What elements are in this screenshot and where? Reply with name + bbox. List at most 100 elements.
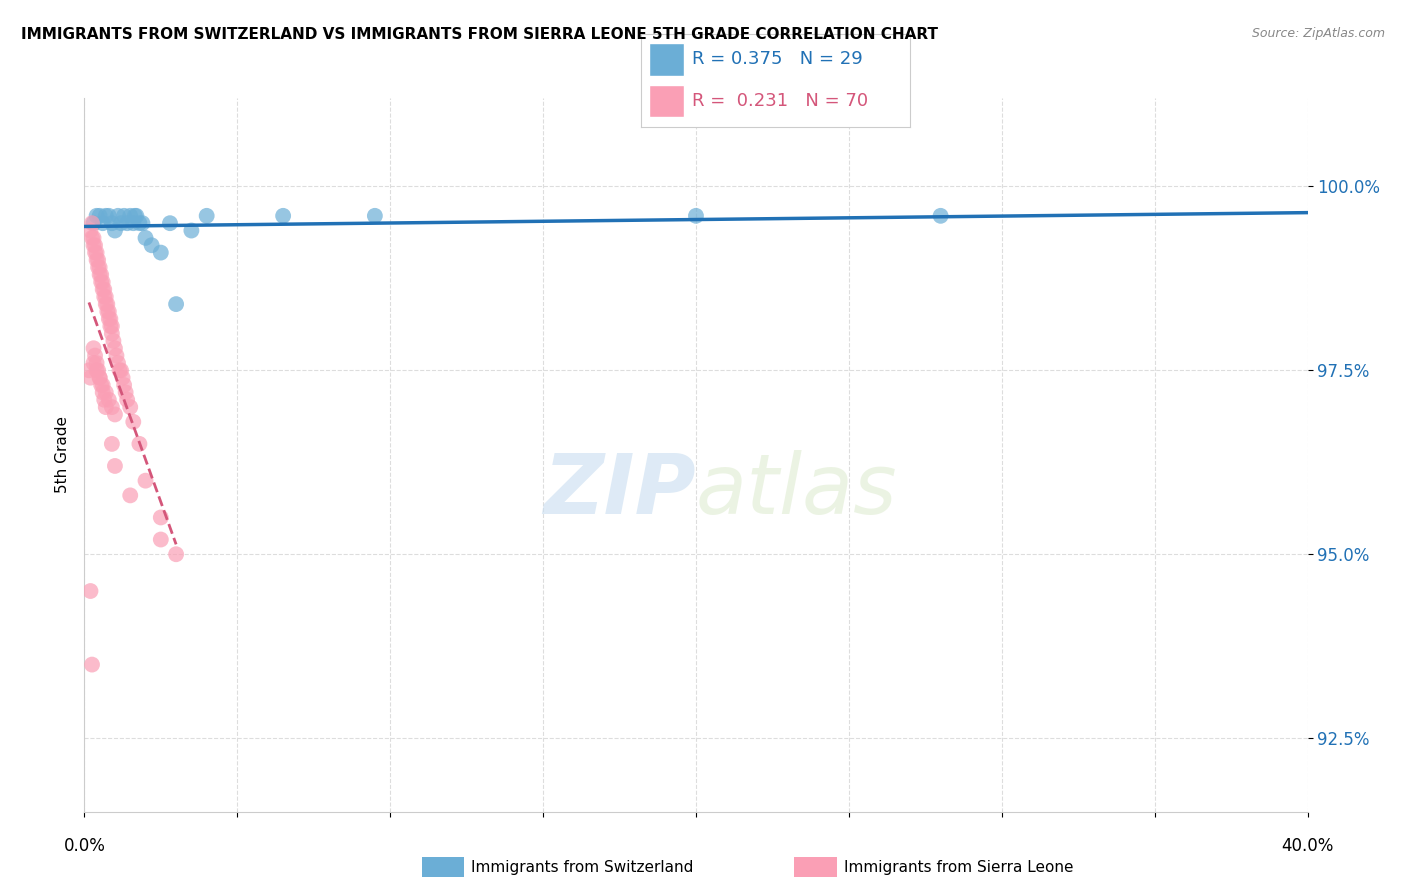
Point <box>93 282 115 296</box>
Point <box>86 252 108 267</box>
Point <box>96 304 118 318</box>
Point <box>89 370 111 384</box>
Point <box>80 657 103 672</box>
Point <box>98 311 121 326</box>
Point <box>165 547 187 561</box>
Point <box>107 209 129 223</box>
Point <box>97 392 120 407</box>
Point <box>105 349 128 363</box>
Point <box>77 363 100 377</box>
Point <box>271 209 294 223</box>
Point <box>104 223 127 237</box>
Point <box>90 268 112 282</box>
Point <box>112 209 135 223</box>
Point <box>89 209 111 223</box>
Point <box>90 378 112 392</box>
Point <box>103 334 125 348</box>
Point <box>124 209 146 223</box>
Point <box>122 415 145 429</box>
Point <box>86 209 108 223</box>
Point <box>93 392 115 407</box>
Text: atlas: atlas <box>696 450 897 531</box>
Point <box>159 216 181 230</box>
Point <box>101 326 124 341</box>
Text: Immigrants from Switzerland: Immigrants from Switzerland <box>471 860 693 874</box>
Point <box>79 223 101 237</box>
Point <box>98 319 121 334</box>
Point <box>89 268 111 282</box>
FancyBboxPatch shape <box>650 85 683 118</box>
Point <box>83 216 105 230</box>
Point <box>91 378 114 392</box>
Point <box>128 437 150 451</box>
Point <box>120 488 142 502</box>
Point <box>107 356 129 370</box>
Point <box>110 216 132 230</box>
Point <box>135 474 157 488</box>
Point <box>87 363 110 377</box>
Point <box>364 209 387 223</box>
Point <box>83 356 105 370</box>
Point <box>94 297 117 311</box>
Y-axis label: 5th Grade: 5th Grade <box>55 417 70 493</box>
Point <box>149 245 172 260</box>
Point <box>87 260 110 275</box>
Text: ZIP: ZIP <box>543 450 696 531</box>
Point <box>111 370 134 384</box>
Point <box>114 385 136 400</box>
Point <box>101 216 124 230</box>
Point <box>104 458 127 473</box>
Point <box>91 282 114 296</box>
Text: IMMIGRANTS FROM SWITZERLAND VS IMMIGRANTS FROM SIERRA LEONE 5TH GRADE CORRELATIO: IMMIGRANTS FROM SWITZERLAND VS IMMIGRANT… <box>21 27 938 42</box>
Point <box>83 238 105 252</box>
Point <box>87 252 110 267</box>
Text: R =  0.231   N = 70: R = 0.231 N = 70 <box>692 92 868 110</box>
Point <box>97 304 120 318</box>
Point <box>79 370 101 384</box>
Point <box>97 209 120 223</box>
Text: 40.0%: 40.0% <box>1281 837 1334 855</box>
Point <box>149 510 172 524</box>
Point <box>79 584 101 599</box>
Point <box>135 231 157 245</box>
Point <box>120 209 142 223</box>
Point <box>83 231 105 245</box>
Point <box>91 385 114 400</box>
Point <box>104 341 127 355</box>
Point <box>108 363 131 377</box>
Point <box>112 378 135 392</box>
Point <box>104 408 127 422</box>
Point <box>84 349 107 363</box>
Text: Immigrants from Sierra Leone: Immigrants from Sierra Leone <box>844 860 1073 874</box>
Point <box>94 290 117 304</box>
Point <box>120 400 142 414</box>
Point <box>685 209 707 223</box>
Point <box>84 238 107 252</box>
Point <box>122 216 145 230</box>
Point <box>115 392 138 407</box>
Point <box>165 297 187 311</box>
Point <box>91 275 114 289</box>
Point <box>94 385 117 400</box>
Text: Source: ZipAtlas.com: Source: ZipAtlas.com <box>1251 27 1385 40</box>
Text: R = 0.375   N = 29: R = 0.375 N = 29 <box>692 50 863 68</box>
Point <box>101 437 124 451</box>
Point <box>84 245 107 260</box>
Point <box>110 363 132 377</box>
Point <box>83 341 105 355</box>
Point <box>101 319 124 334</box>
Point <box>94 209 117 223</box>
Point <box>90 275 112 289</box>
Point <box>128 216 150 230</box>
Point <box>141 238 163 252</box>
Point <box>89 260 111 275</box>
Point <box>115 216 138 230</box>
Text: 0.0%: 0.0% <box>63 837 105 855</box>
Point <box>195 209 218 223</box>
Point <box>86 363 108 377</box>
Point <box>101 400 124 414</box>
Point <box>91 216 114 230</box>
Point <box>131 216 153 230</box>
Point <box>80 231 103 245</box>
Point <box>929 209 952 223</box>
